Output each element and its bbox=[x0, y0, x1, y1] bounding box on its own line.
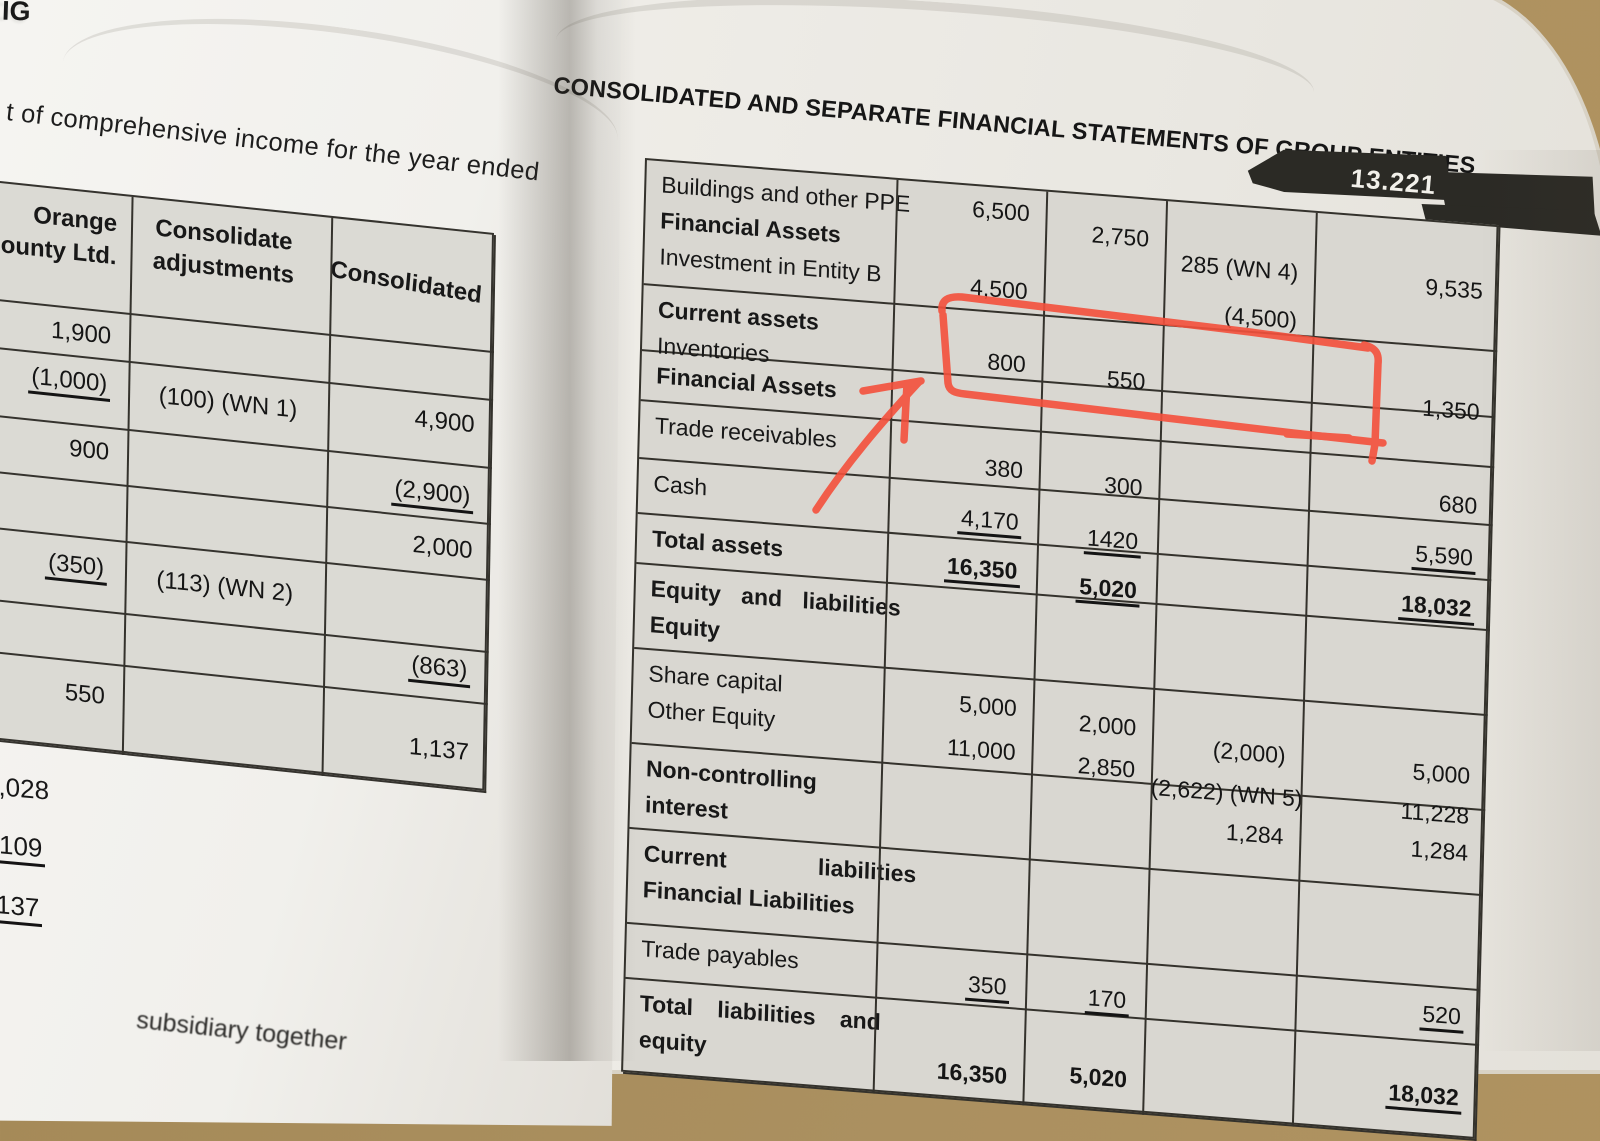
table-cell-value: (113) (WN 2) bbox=[125, 563, 325, 612]
table-cell-value: (100) (WN 1) bbox=[128, 379, 328, 428]
cell-text: (113) (WN 2) bbox=[156, 566, 294, 608]
cell-text: 900 bbox=[68, 434, 110, 466]
cell-text: (100) (WN 1) bbox=[158, 382, 298, 424]
table-cell-value: 1,137 bbox=[322, 724, 469, 767]
cell-text: (863) bbox=[408, 650, 471, 689]
cell-text: 4,900 bbox=[414, 404, 475, 439]
cell-text: 1,900 bbox=[50, 316, 112, 350]
cell-text: 1,137 bbox=[408, 732, 470, 767]
footer-number: 109 bbox=[0, 829, 46, 868]
cell-text: (2,000) bbox=[1212, 736, 1286, 769]
cell-text: 18,032 bbox=[1385, 1078, 1463, 1115]
footer-number: 137 bbox=[0, 888, 43, 928]
cell-text: 380 bbox=[984, 454, 1024, 484]
balance-sheet-table: Buildings and other PPE Financial Assets I… bbox=[621, 158, 1501, 1141]
cell-text: 16,350 bbox=[936, 1057, 1008, 1090]
right-page-header: CONSOLIDATED AND SEPARATE FINANCIAL STAT… bbox=[546, 58, 1600, 282]
cell-text: 550 bbox=[64, 678, 106, 710]
table-cell-value: 4,900 bbox=[328, 396, 475, 439]
column-header: Orange ounty Ltd. bbox=[0, 184, 118, 273]
cell-text: 2,000 bbox=[1078, 710, 1137, 741]
cell-text: 9,535 bbox=[1425, 273, 1484, 305]
cell-text: 2,850 bbox=[1077, 752, 1136, 783]
cell-text: (4,500) bbox=[1223, 301, 1298, 334]
table-cell-value: (2,900) bbox=[326, 468, 474, 515]
cell-text: 16,350 bbox=[943, 552, 1021, 589]
page-number-banner: 13.221 bbox=[1247, 149, 1600, 236]
cell-text: 18,032 bbox=[1397, 589, 1475, 626]
cell-text: 680 bbox=[1438, 489, 1478, 519]
cell-text: 5,000 bbox=[958, 690, 1018, 722]
cell-text: 800 bbox=[987, 348, 1027, 378]
cell-text: 2,750 bbox=[1091, 221, 1150, 252]
cell-text: 5,020 bbox=[1069, 1061, 1128, 1093]
cell-text: 5,590 bbox=[1411, 539, 1477, 575]
cell-text: 1,284 bbox=[1410, 835, 1469, 866]
page-number-text: 13.221 bbox=[1350, 163, 1438, 200]
table-cell-value: (863) bbox=[323, 642, 471, 689]
cell-text: 11,000 bbox=[946, 733, 1016, 766]
cell-text: 4,170 bbox=[957, 504, 1022, 540]
column-header: Consolidated bbox=[329, 253, 483, 312]
footer-number: 1,028 bbox=[0, 770, 49, 807]
cell-text: 5,000 bbox=[1412, 758, 1471, 789]
cell-text: (350) bbox=[44, 548, 108, 586]
cell-text: 520 bbox=[1419, 1000, 1465, 1034]
column-header-line: Consolidated bbox=[329, 255, 483, 309]
ink-bleed-mirrored-text: CONSOLIDATED AND SEPARATE FINANCIAL STAT… bbox=[0, 0, 30, 31]
cell-text: 1,284 bbox=[1225, 818, 1284, 850]
footer-number-text: 137 bbox=[0, 888, 43, 928]
footer-number-text: 1,028 bbox=[0, 770, 50, 806]
column-header: Consolidate adjustments bbox=[130, 209, 317, 295]
table-cell-value: (350) bbox=[0, 532, 108, 586]
cell-text: 2,000 bbox=[412, 530, 473, 565]
table-cell-value: 2,000 bbox=[325, 522, 472, 565]
left-statement-table: Orange ounty Ltd. Consolidate adjustments Co… bbox=[0, 170, 496, 794]
cell-text: (2,900) bbox=[391, 474, 474, 515]
cell-text: 4,500 bbox=[969, 273, 1028, 305]
footer-number-text: 109 bbox=[0, 829, 46, 868]
table-cell-value: 550 bbox=[0, 660, 105, 711]
cell-text: 170 bbox=[1084, 983, 1130, 1018]
cell-text: 350 bbox=[964, 970, 1010, 1005]
cell-text: (1,000) bbox=[28, 362, 111, 402]
cell-text: 6,500 bbox=[971, 195, 1031, 227]
